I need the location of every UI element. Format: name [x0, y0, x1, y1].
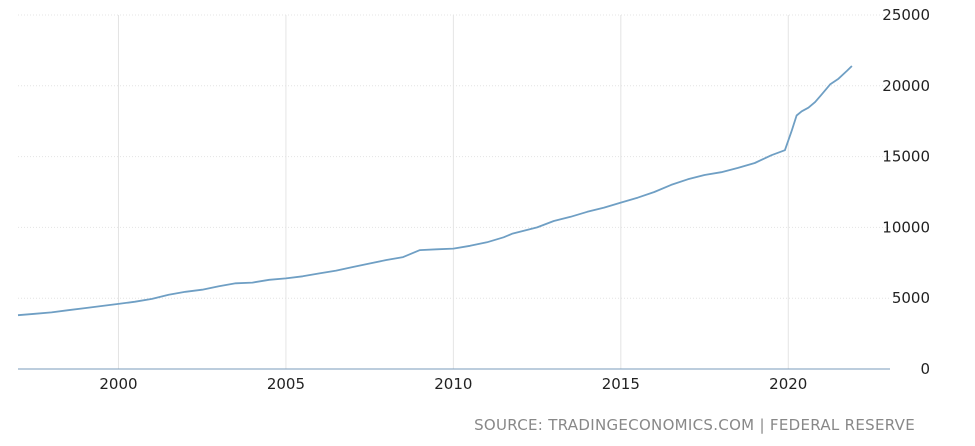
y-tick-label: 5000	[892, 289, 930, 307]
x-tick-label: 2010	[434, 375, 472, 393]
y-tick-labels: 0 5000 10000 15000 20000 25000	[882, 6, 930, 378]
y-tick-label: 20000	[882, 77, 930, 95]
y-tick-label: 15000	[882, 148, 930, 166]
grid-lines	[18, 14, 890, 369]
x-tick-label: 2015	[602, 375, 640, 393]
y-tick-label: 10000	[882, 218, 930, 236]
series-line	[17, 65, 853, 317]
x-tick-label: 2020	[769, 375, 807, 393]
y-tick-label: 25000	[882, 6, 930, 24]
x-tick-label: 2005	[267, 375, 305, 393]
x-tick-labels: 2000 2005 2010 2015 2020	[99, 375, 807, 393]
x-tick-label: 2000	[99, 375, 137, 393]
series-group	[17, 65, 853, 317]
source-credit: SOURCE: TRADINGECONOMICS.COM | FEDERAL R…	[474, 416, 915, 434]
y-tick-label: 0	[920, 360, 930, 378]
